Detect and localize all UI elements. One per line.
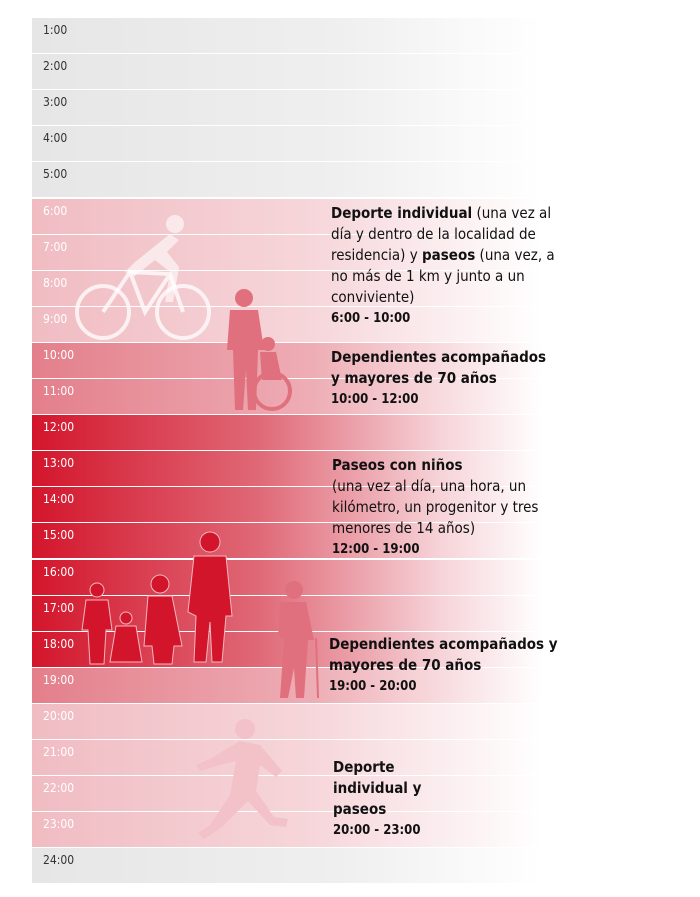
hour-label: 13:00 — [43, 456, 75, 471]
hour-label: 5:00 — [43, 167, 68, 182]
hour-label: 1:00 — [43, 23, 68, 37]
hour-label: 7:00 — [43, 239, 68, 254]
hour-row: 23:00 — [32, 812, 542, 848]
hour-label: 11:00 — [43, 384, 75, 398]
hour-row: 13:00 — [32, 451, 542, 487]
hour-label: 10:00 — [43, 347, 75, 362]
hour-row: 15:00 — [32, 523, 542, 559]
hour-label: 23:00 — [43, 817, 75, 832]
block-title: Deporte individual y paseos — [333, 758, 422, 818]
caregiver-wheelchair-icon — [227, 289, 292, 411]
hour-label: 3:00 — [43, 95, 68, 110]
hour-label: 6:00 — [43, 203, 68, 218]
hour-row: 3:00 — [32, 90, 542, 126]
hour-label: 9:00 — [43, 311, 68, 326]
hour-row: 21:00 — [32, 740, 542, 775]
runner-icon — [196, 719, 288, 839]
block-time: 20:00 - 23:00 — [333, 823, 421, 838]
hour-label: 21:00 — [43, 745, 75, 759]
hour-row: 10:00 — [32, 342, 542, 378]
block-title-2: paseos — [422, 246, 476, 264]
block-time: 19:00 - 20:00 — [329, 679, 417, 694]
hour-row: 5:00 — [32, 162, 542, 198]
hour-label: 12:00 — [43, 420, 75, 435]
cyclist-icon — [75, 215, 211, 340]
hour-label: 15:00 — [43, 528, 75, 543]
hour-row: 6:00 — [32, 198, 542, 234]
hour-label: 2:00 — [43, 59, 68, 74]
hour-label: 17:00 — [43, 600, 75, 615]
block-time: 10:00 - 12:00 — [331, 392, 419, 407]
hour-label: 20:00 — [43, 708, 75, 723]
hour-label: 14:00 — [43, 492, 75, 507]
block-text-2: (una vez, a no más de 1 km y junto a un … — [331, 246, 555, 306]
block-text: (una vez al día y dentro de la localidad… — [331, 204, 552, 264]
block-evening-sport: Deporte individual y paseos 20:00 - 23:0… — [333, 757, 433, 841]
block-text: (una vez al día, una hora, un kilómetro,… — [332, 477, 539, 537]
hour-label: 18:00 — [43, 636, 75, 651]
hour-row: 12:00 — [32, 415, 542, 451]
hour-row: 7:00 — [32, 234, 542, 270]
elderly-person-icon — [278, 581, 319, 699]
hour-label: 24:00 — [43, 853, 75, 868]
block-title: Dependientes acompañados y mayores de 70… — [331, 348, 547, 387]
hour-label: 16:00 — [43, 564, 75, 579]
hour-label: 19:00 — [43, 672, 75, 687]
hour-row: 24:00 — [32, 848, 542, 884]
family-walking-icon — [81, 531, 233, 665]
hour-row: 2:00 — [32, 54, 542, 90]
hour-row: 14:00 — [32, 487, 542, 523]
block-children-walks: Paseos con niños (una vez al día, una ho… — [332, 455, 542, 560]
block-title: Dependientes acompañados y mayores de 70… — [329, 635, 558, 674]
block-time: 6:00 - 10:00 — [331, 311, 411, 326]
block-title: Paseos con niños — [332, 456, 463, 474]
block-title: Deporte individual — [331, 204, 473, 222]
hour-row: 1:00 — [32, 18, 542, 53]
hour-row: 20:00 — [32, 703, 542, 739]
hour-label: 22:00 — [43, 781, 75, 796]
hour-row: 22:00 — [32, 776, 542, 812]
hour-label: 4:00 — [43, 131, 68, 146]
block-dependents-morning: Dependientes acompañados y mayores de 70… — [331, 347, 556, 410]
block-morning-sport: Deporte individual (una vez al día y den… — [331, 203, 556, 329]
hour-row: 4:00 — [32, 126, 542, 162]
block-dependents-evening: Dependientes acompañados y mayores de 70… — [329, 634, 559, 697]
block-time: 12:00 - 19:00 — [332, 542, 420, 557]
hour-label: 8:00 — [43, 275, 68, 290]
